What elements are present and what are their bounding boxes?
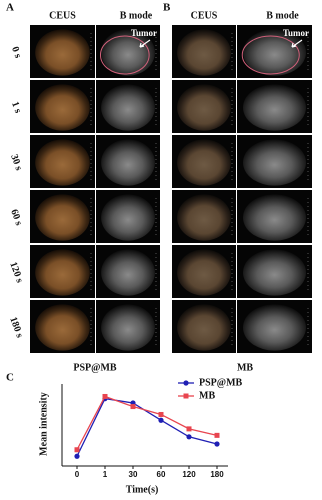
time-label: 60 s (8, 208, 24, 227)
panel-label: C (6, 372, 14, 384)
data-point (186, 426, 192, 432)
x-tick-label: 120 (182, 470, 196, 479)
ultrasound-image (243, 194, 306, 241)
legend-marker (183, 380, 189, 386)
ultrasound-image (35, 304, 90, 351)
column-header: B mode (120, 10, 153, 21)
series-line (76, 397, 218, 457)
column-header: B mode (266, 10, 299, 21)
ultrasound-image (177, 194, 231, 241)
x-tick-label: 30 (129, 470, 138, 479)
ultrasound-image (243, 249, 306, 296)
annotation-arrow (291, 39, 303, 48)
annotation: Tumor (283, 28, 309, 38)
data-point (214, 441, 220, 447)
column-header: CEUS (191, 10, 218, 21)
x-tick-label: 60 (157, 470, 166, 479)
ultrasound-image (243, 304, 306, 351)
tumor-outline (99, 35, 150, 75)
ultrasound-image (35, 249, 90, 296)
ultrasound-image (177, 249, 231, 296)
x-axis-label: Time(s) (126, 484, 159, 495)
data-point (214, 432, 220, 438)
data-point (74, 447, 80, 453)
ultrasound-image (177, 139, 231, 186)
legend-label: MB (199, 390, 215, 401)
ultrasound-image (35, 84, 90, 131)
time-label: 0 s (9, 45, 23, 60)
time-label: 180 s (7, 315, 25, 339)
data-point (102, 393, 108, 399)
ultrasound-image (101, 84, 155, 131)
x-tick-label: 1 (103, 470, 108, 479)
panel-label: B (163, 2, 171, 14)
legend-marker (183, 393, 189, 399)
x-tick-label: 180 (210, 470, 224, 479)
series-line (76, 395, 218, 451)
ultrasound-image (35, 29, 90, 76)
data-point (186, 434, 192, 440)
time-label: 1 s (9, 100, 23, 115)
time-label: 30 s (8, 153, 24, 172)
tumor-outline (241, 35, 300, 75)
ultrasound-image (101, 304, 155, 351)
panel-label: A (6, 2, 14, 14)
ultrasound-image (35, 194, 90, 241)
x-tick-label: 0 (75, 470, 80, 479)
ultrasound-image (177, 304, 231, 351)
data-point (74, 453, 80, 459)
ultrasound-image (101, 249, 155, 296)
column-header: CEUS (49, 10, 76, 21)
annotation-arrow (139, 39, 151, 48)
ultrasound-image (177, 84, 231, 131)
annotation: Tumor (131, 28, 157, 38)
time-label: 120 s (7, 260, 25, 284)
data-point (158, 417, 164, 423)
ultrasound-image (101, 194, 155, 241)
panel-caption: PSP@MB (73, 362, 117, 373)
ultrasound-image (35, 139, 90, 186)
panel-caption: MB (237, 362, 253, 373)
ultrasound-image (243, 139, 306, 186)
ultrasound-image (243, 84, 306, 131)
data-point (158, 411, 164, 417)
legend-label: PSP@MB (199, 377, 243, 388)
ultrasound-image (177, 29, 231, 76)
y-axis-label: Mean intensity (38, 392, 49, 456)
ultrasound-image (101, 139, 155, 186)
data-point (130, 404, 136, 410)
